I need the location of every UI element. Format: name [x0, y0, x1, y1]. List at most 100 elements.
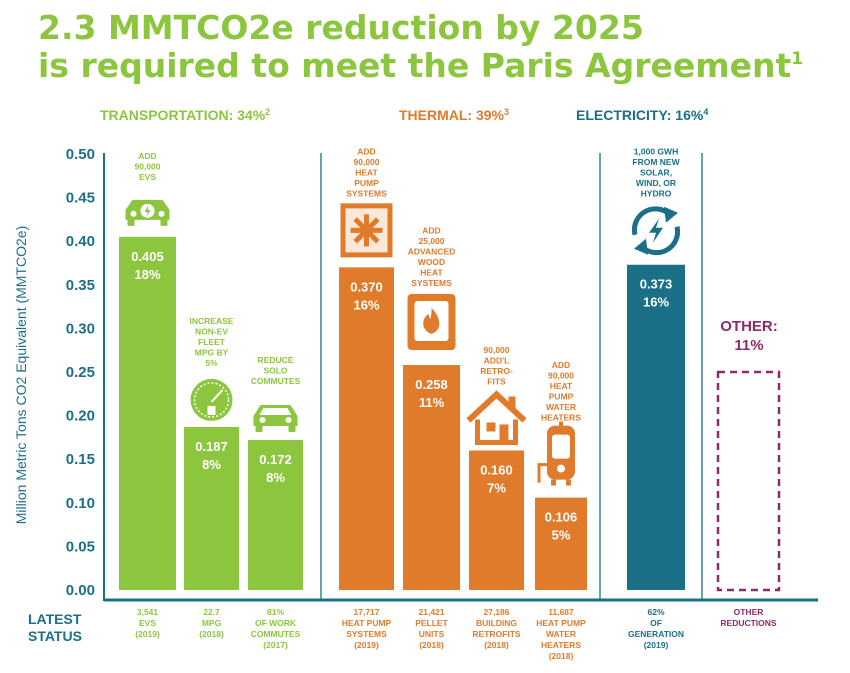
- action-label-line: HYDRO: [641, 189, 672, 199]
- heat-pump-icon: [340, 203, 393, 258]
- status-label-line: 22.7: [203, 607, 220, 617]
- renewable-cycle-icon: [631, 206, 681, 256]
- status-label-line: OF WORK: [255, 618, 297, 628]
- chart-title-footnote: 1: [791, 49, 803, 69]
- bar-value-label: 0.373: [640, 277, 673, 292]
- bar-heat-pump: [339, 267, 394, 590]
- action-label-line: 1,000 GWH: [634, 147, 678, 157]
- bar-percent-label: 11%: [419, 395, 445, 410]
- action-label-line: ADVANCED: [408, 247, 456, 257]
- bar-percent-label: 16%: [353, 297, 379, 312]
- fuel-gauge-icon: [190, 378, 233, 421]
- latest-status-label-line1: LATEST: [28, 611, 82, 627]
- action-label-line: MPG BY: [195, 347, 229, 357]
- action-label-line: ADD: [422, 226, 440, 236]
- action-label-line: WIND, OR: [636, 178, 676, 188]
- y-axis-ticks: 0.00 0.05 0.10 0.15 0.20 0.25 0.30 0.35 0.40 0.45…: [66, 146, 95, 599]
- status-label-line: (2018): [549, 651, 574, 661]
- y-tick-label: 0.05: [66, 538, 95, 555]
- status-label-line: REDUCTIONS: [720, 618, 777, 628]
- water-heater-icon: [537, 421, 575, 486]
- status-label-line: 3,541: [137, 607, 159, 617]
- status-label-line: RETROFITS: [472, 629, 520, 639]
- bar-value-label: 0.172: [259, 452, 292, 467]
- bar-value-label: 0.25: [736, 380, 761, 395]
- status-label-line: HEAT PUMP: [342, 618, 392, 628]
- bars: [119, 236, 781, 592]
- y-tick-label: 0.30: [66, 320, 95, 337]
- wood-stove-icon: [407, 294, 456, 351]
- car-charging-icon: [125, 199, 170, 226]
- status-label-line: 27,186: [484, 607, 510, 617]
- y-tick-label: 0.45: [66, 190, 95, 207]
- action-label-line: HEAT: [355, 167, 378, 177]
- action-label-line: WOOD: [418, 257, 445, 267]
- latest-status-label-line2: STATUS: [28, 628, 82, 644]
- action-label-line: FITS: [487, 376, 506, 386]
- action-label-line: HEAT: [420, 268, 443, 278]
- action-label-line: SOLAR,: [640, 168, 672, 178]
- bar-percent-label: 18%: [134, 267, 160, 282]
- bar-other: [716, 370, 781, 592]
- bar-percent-label: 7%: [487, 480, 506, 495]
- action-label-line: WATER: [546, 402, 576, 412]
- bar-mpg: [184, 426, 239, 590]
- action-label-line: SYSTEMS: [411, 278, 452, 288]
- status-label-line: 62%: [647, 607, 664, 617]
- action-label-line: ADD: [552, 360, 570, 370]
- status-label-line: 11,687: [548, 607, 574, 617]
- bar-renewables: [627, 264, 685, 590]
- y-tick-label: 0.50: [66, 146, 95, 163]
- car-icon: [253, 405, 298, 433]
- chart-title-line2: is required to meet the Paris Agreement1: [38, 46, 803, 85]
- bar-value-label: 0.106: [545, 510, 578, 525]
- bar-value-label: 0.160: [480, 462, 513, 477]
- action-label-line: NON-EV: [195, 326, 228, 336]
- action-label-line: 25,000: [419, 236, 445, 246]
- action-label-line: INCREASE: [190, 316, 234, 326]
- bar-value-label: 0.370: [350, 279, 383, 294]
- action-label-line: 90,000: [484, 345, 510, 355]
- status-label-line: OTHER: [734, 607, 764, 617]
- bar-percent-label: 8%: [266, 470, 285, 485]
- action-label-line: PUMP: [549, 392, 574, 402]
- status-label-line: (2019): [354, 640, 379, 650]
- action-label-line: 5%: [205, 358, 218, 368]
- other-title: OTHER:: [720, 318, 778, 335]
- icons: [125, 199, 681, 486]
- action-label-line: REDUCE: [258, 355, 294, 365]
- status-label-line: (2018): [419, 640, 444, 650]
- status-label-line: WATER: [546, 629, 576, 639]
- action-label-line: ADD: [138, 151, 156, 161]
- y-tick-label: 0.25: [66, 364, 95, 381]
- status-label-line: EVS: [139, 618, 156, 628]
- status-label-line: COMMUTES: [251, 629, 301, 639]
- bar-value-label: 0.405: [131, 249, 164, 264]
- bar-percent-label: 8%: [202, 457, 221, 472]
- status-label-line: BUILDING: [476, 618, 517, 628]
- chart-title-line2-text: is required to meet the Paris Agreement: [38, 46, 792, 85]
- house-icon: [466, 390, 527, 445]
- category-transportation: TRANSPORTATION: 34%2: [100, 107, 270, 123]
- action-label-line: COMMUTES: [251, 376, 301, 386]
- status-label-line: 21,421: [419, 607, 445, 617]
- status-label-line: HEAT PUMP: [536, 618, 586, 628]
- category-electricity: ELECTRICITY: 16%4: [576, 107, 708, 123]
- status-label-line: MPG: [202, 618, 222, 628]
- status-label-line: GENERATION: [628, 629, 684, 639]
- bar-percent-label: 16%: [643, 295, 669, 310]
- bar-retrofits: [469, 450, 524, 590]
- y-tick-label: 0.00: [66, 582, 95, 599]
- action-label-line: 90,000: [354, 157, 380, 167]
- action-label-line: RETRO-: [480, 366, 513, 376]
- y-tick-label: 0.20: [66, 408, 95, 425]
- status-label-line: 17,717: [354, 607, 380, 617]
- action-label-line: HEAT: [550, 381, 573, 391]
- other-percent: 11%: [734, 337, 763, 354]
- y-tick-label: 0.10: [66, 495, 95, 512]
- chart-title-line1: 2.3 MMTCO2e reduction by 2025: [38, 8, 644, 47]
- status-label-line: (2017): [263, 640, 288, 650]
- y-tick-label: 0.15: [66, 451, 95, 468]
